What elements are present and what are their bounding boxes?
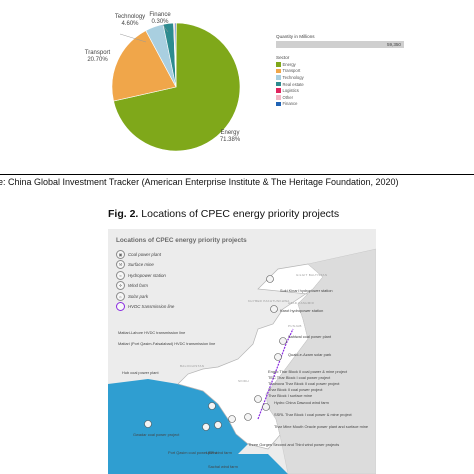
finance-leader-line <box>162 24 169 33</box>
pie-label-transport: Transport 20.70% <box>84 50 111 63</box>
label-ssrl: SSRL Thar Block I coal power & mine proj… <box>274 412 352 417</box>
legend-item-real-estate[interactable]: Real estate <box>276 81 304 88</box>
legend-hvdc: HVDC transmission line <box>116 302 174 313</box>
pie-slice-transport[interactable] <box>111 30 177 102</box>
pie-slice-energy[interactable] <box>113 22 241 152</box>
label-gwadar: Gwadar coal power project <box>133 432 180 437</box>
label-suki-kinari: Suki Kinari hydropower station <box>280 288 333 293</box>
wind-farm-icon: ✢ <box>116 281 125 291</box>
source-note: e: China Global Investment Tracker (Amer… <box>0 177 399 187</box>
label-thar-mine-mouth: Thar Mine Mouth Oracle power plant and s… <box>274 424 369 429</box>
label-karot: Karot hydropower station <box>280 308 324 313</box>
quantity-value: 59,350 <box>386 42 401 47</box>
label-engro: Engro Thar Block II coal power & mine pr… <box>268 369 348 374</box>
arabian-sea <box>108 379 288 474</box>
gwadar-marker[interactable] <box>144 420 152 428</box>
label-quaid: Quaid-e-Azam solar park <box>288 352 332 357</box>
quaid-solar-marker[interactable] <box>274 353 282 361</box>
label-three-gorges: Three Gorges Second and Third wind power… <box>248 442 340 447</box>
map-canvas <box>108 248 376 474</box>
quantity-title: Quantity in Millions <box>276 34 315 39</box>
region-gilgit-baltistan: GILGIT BALTISTAN <box>296 273 328 277</box>
port-qasim-marker[interactable] <box>228 415 236 423</box>
region-kpk: KHYBER PAKHTUNKHWA <box>248 299 290 303</box>
legend-item-technology[interactable]: Technology <box>276 74 304 81</box>
label-sahiwal: Sahiwal coal power plant <box>288 334 332 339</box>
sahiwal-marker[interactable] <box>279 337 287 345</box>
pie-label-technology: Technology 4.60% <box>114 14 146 27</box>
legend-wind-farm: ✢ Wind farm <box>116 281 174 292</box>
label-port-qasim: Port Qasim coal power plant <box>168 450 217 455</box>
coal-plant-icon: ▣ <box>116 249 125 259</box>
technology-leader-line <box>119 33 147 43</box>
neighbouring-land <box>265 248 376 474</box>
map-title: Locations of CPEC energy priority projec… <box>116 237 247 244</box>
surface-mine-icon: ⚒ <box>116 260 125 270</box>
pie-label-finance: Finance 0.30% <box>149 12 171 25</box>
label-hub: Hub coal power plant <box>122 370 159 375</box>
label-thar-block-ii: Thar Block II coal power project <box>268 387 323 392</box>
map-legend: ▣ Coal power plant ⚒ Surface mine ≈ Hydropo… <box>116 249 174 312</box>
hvdc-transmission-line <box>257 328 294 420</box>
thar-marker-1[interactable] <box>254 395 262 403</box>
label-hydro-china: Hydro China Dawood wind farm <box>274 400 329 405</box>
suki-kinari-marker[interactable] <box>266 275 274 283</box>
hub-marker[interactable] <box>208 402 216 410</box>
thar-marker-2[interactable] <box>262 403 270 411</box>
label-matiari-qasim: Matiari (Port Qasim-Faisalabad) HVDC tra… <box>118 341 216 346</box>
label-matiari-lahore: Matiari-Lahore HVDC transmission line <box>118 330 186 335</box>
label-uep: UEP wind farm <box>206 450 232 455</box>
legend-item-transport[interactable]: Transport <box>276 68 304 75</box>
legend-item-energy[interactable]: Energy <box>276 61 304 68</box>
legend-item-finance[interactable]: Finance <box>276 101 304 108</box>
label-thalnova: Thalnova Thar Block II coal power projec… <box>268 381 340 386</box>
solar-park-icon: ☼ <box>116 291 125 301</box>
pie-chart <box>111 22 241 152</box>
hydropower-icon: ≈ <box>116 270 125 280</box>
hydro-china-marker[interactable] <box>244 413 252 421</box>
legend-solar-park: ☼ Solar park <box>116 291 174 302</box>
source-divider <box>0 174 474 175</box>
karot-marker[interactable] <box>270 305 278 313</box>
pie-slice-finance[interactable] <box>174 22 177 88</box>
legend-item-other[interactable]: Other <box>276 94 304 101</box>
label-tec: TEC Thar Block I coal power project <box>268 375 331 380</box>
region-sindh: SINDH <box>238 379 249 383</box>
quantity-bar: 59,350 <box>276 41 404 48</box>
pie-label-energy: Energy 71.38% <box>219 130 241 143</box>
label-thar-block-i: Thar Block I surface mine <box>268 393 313 398</box>
legend-hydropower: ≈ Hydropower station <box>116 270 174 281</box>
legend-coal-power-plant: ▣ Coal power plant <box>116 249 174 260</box>
legend-item-logistics[interactable]: Logistics <box>276 87 304 94</box>
hvdc-line-icon <box>116 302 125 312</box>
label-sachal: Sachal wind farm <box>208 464 238 469</box>
sector-legend: Energy Transport Technology Real estate … <box>276 61 304 107</box>
region-punjab: PUNJAB <box>288 324 302 328</box>
figure-caption: Fig. 2. Locations of CPEC energy priorit… <box>108 208 340 220</box>
legend-surface-mine: ⚒ Surface mine <box>116 260 174 271</box>
region-azad-kashmir: AZAD KASHMIR <box>288 301 315 305</box>
uep-marker[interactable] <box>202 423 210 431</box>
region-balochistan: BALOCHISTAN <box>180 364 205 368</box>
sector-title: Sector <box>276 55 290 60</box>
cpec-map: Locations of CPEC energy priority projec… <box>108 229 376 474</box>
three-gorges-marker[interactable] <box>214 421 222 429</box>
